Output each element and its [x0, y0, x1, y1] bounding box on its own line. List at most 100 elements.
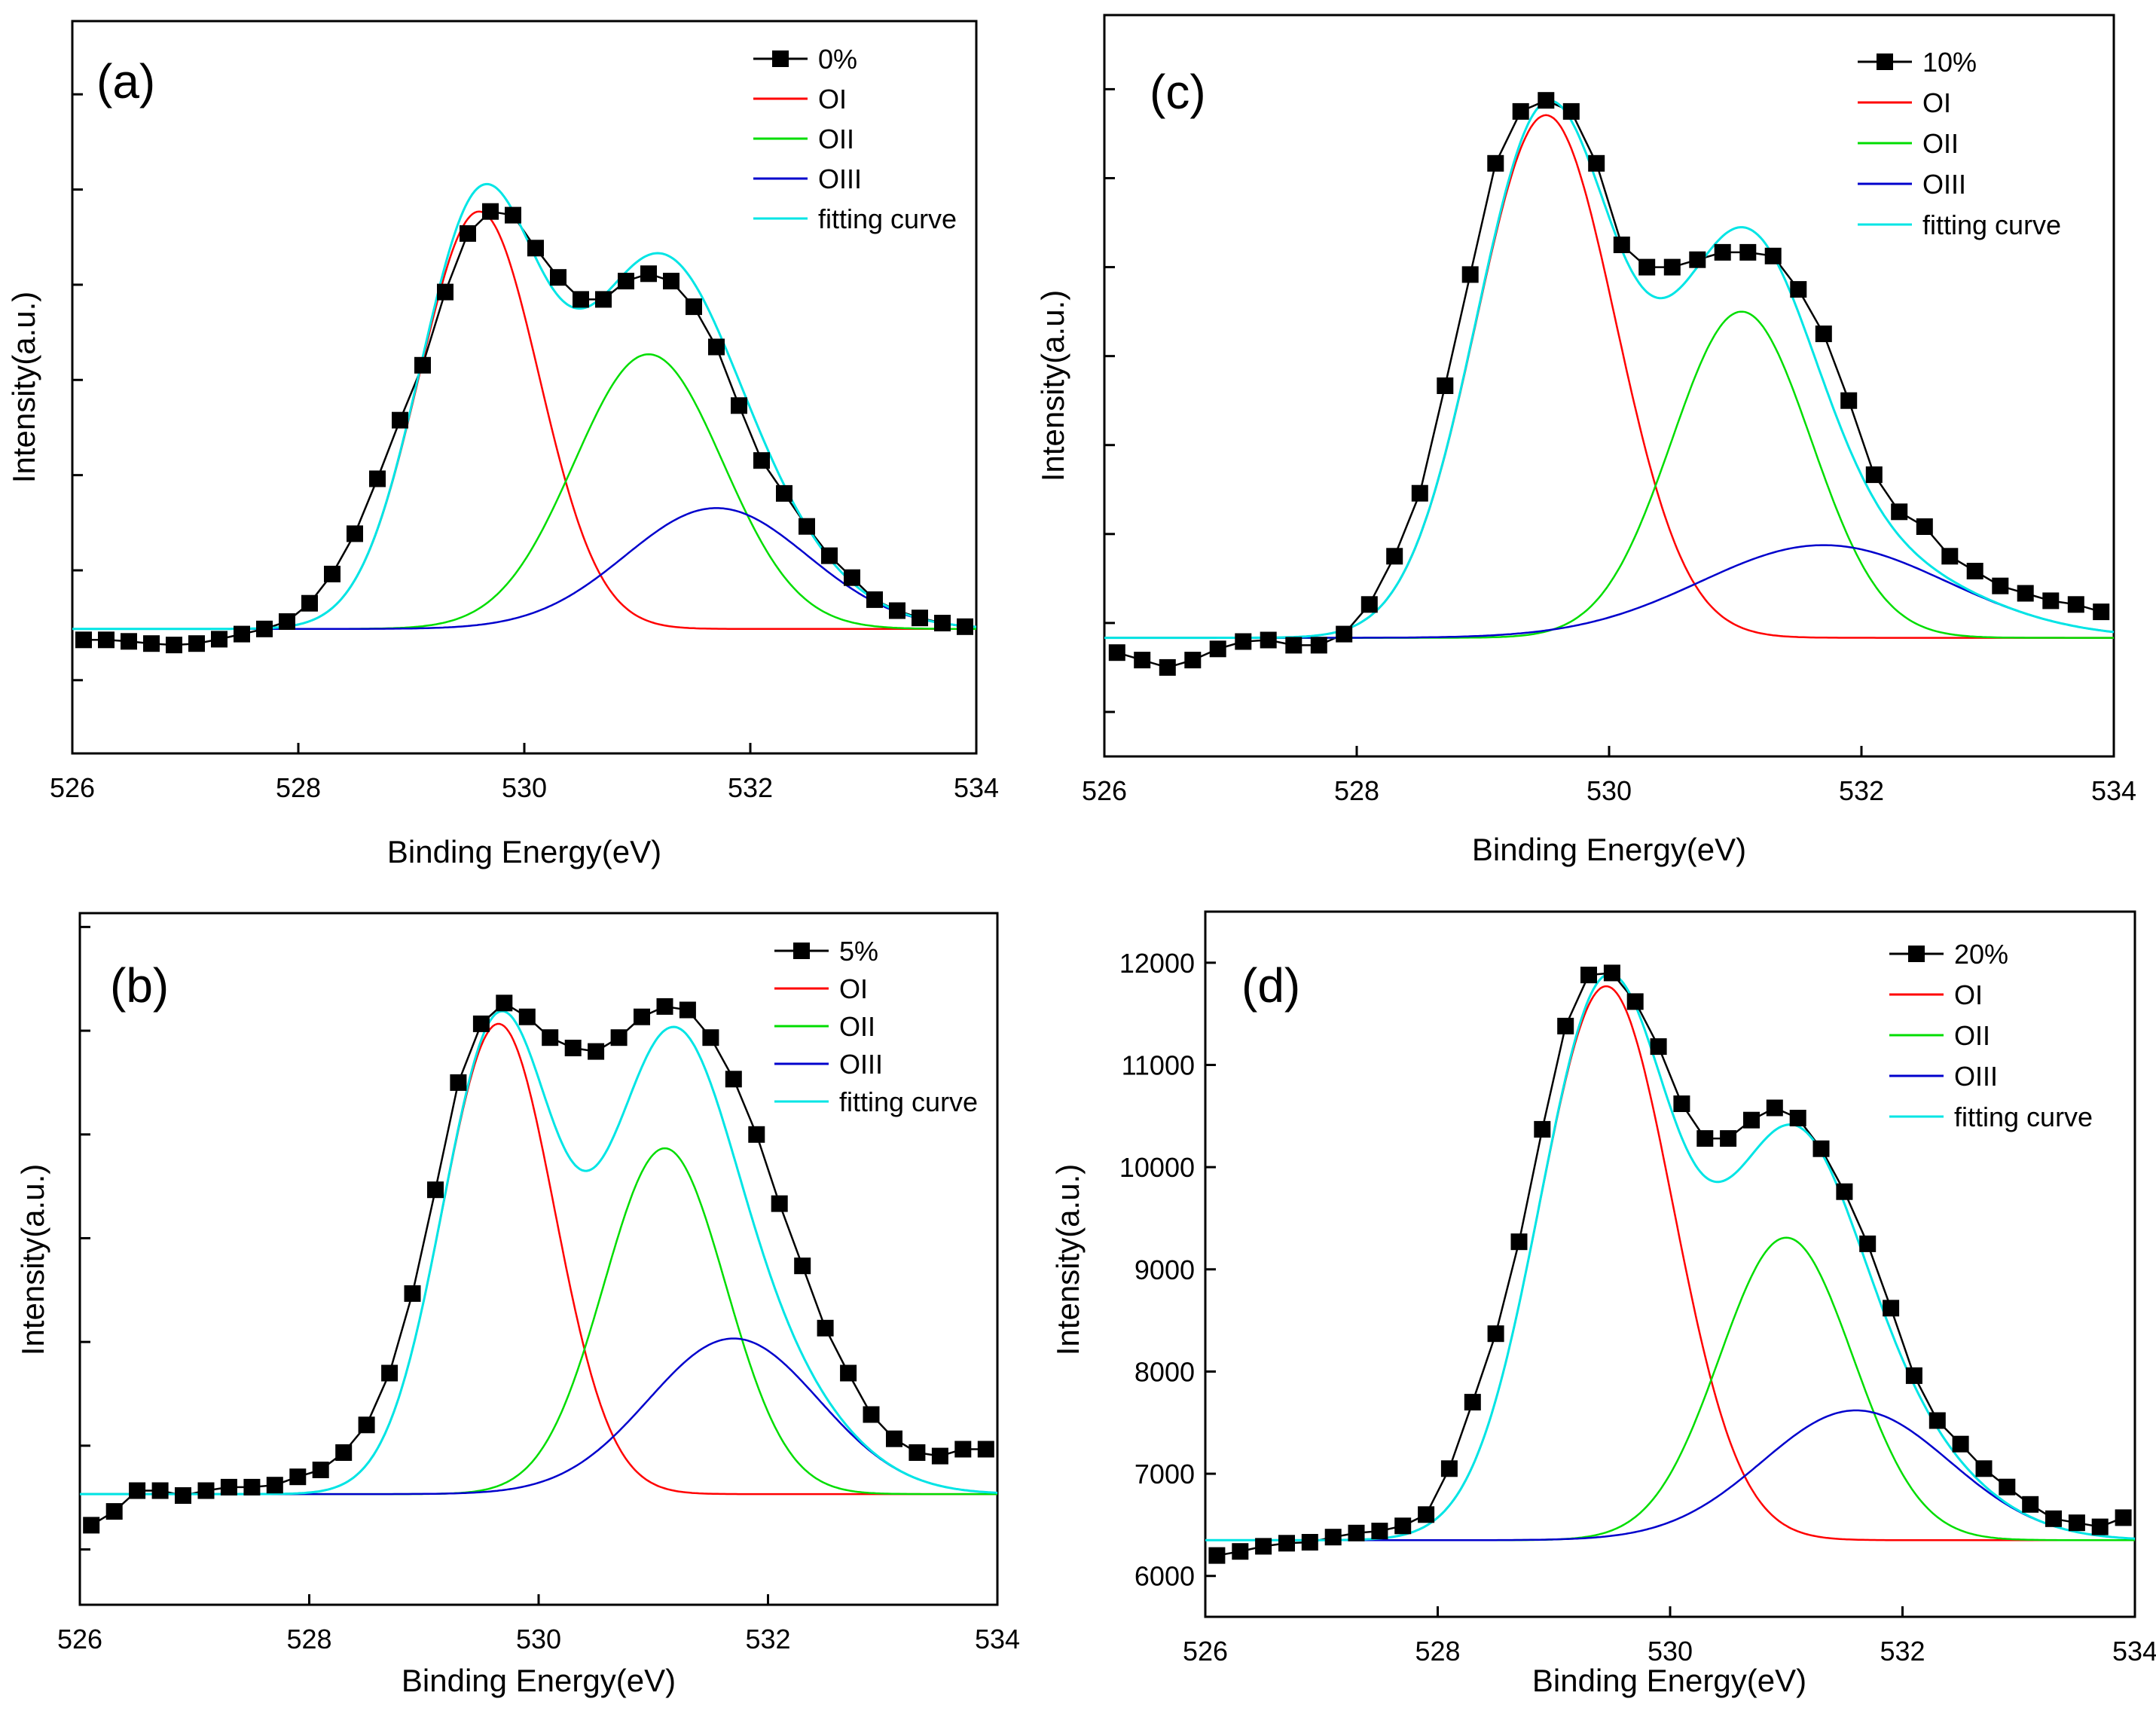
panel-d: 526 528 530 532 534 6000 7000 8000 9000 10000 110…: [1050, 910, 2156, 1698]
legend-label: OIII: [818, 163, 862, 194]
panel-tag: (d): [1241, 958, 1300, 1013]
data-point: [1650, 1038, 1667, 1056]
legend: 5% OI OII OIII fitting curve: [774, 936, 978, 1117]
data-point: [1689, 251, 1706, 268]
data-point: [1348, 1524, 1365, 1541]
data-point: [404, 1285, 421, 1302]
legend-item-fit: fitting curve: [1858, 209, 2061, 240]
data-point: [166, 637, 182, 654]
legend-item-measured: 0%: [753, 44, 857, 75]
legend-label: OI: [1954, 979, 1983, 1010]
data-point: [1663, 258, 1681, 276]
x-tick-label: 526: [1183, 1636, 1228, 1667]
data-point: [931, 1447, 948, 1465]
legend-item-oii: OII: [1889, 1020, 1990, 1051]
y-tick-label: 7000: [1134, 1459, 1195, 1489]
data-point: [129, 1482, 146, 1499]
legend-item-measured: 20%: [1889, 939, 2008, 970]
panel-b: 526 528 530 532 534 (b) Binding Energy(eV) I…: [15, 912, 1020, 1698]
data-point: [1159, 658, 1176, 676]
data-point: [2022, 1496, 2039, 1513]
data-point: [1278, 1535, 1295, 1552]
data-point: [1461, 266, 1479, 283]
data-point: [844, 569, 860, 586]
data-point: [121, 633, 137, 650]
data-point: [610, 1029, 628, 1046]
data-point: [83, 1517, 100, 1534]
data-point: [1603, 964, 1620, 982]
y-tick-label: 8000: [1134, 1356, 1195, 1387]
data-point: [2042, 592, 2060, 610]
data-point: [1336, 625, 1353, 643]
data-point: [2093, 603, 2110, 621]
x-tick-label: 530: [516, 1624, 561, 1654]
data-point: [1386, 548, 1403, 565]
legend-label: OI: [818, 84, 847, 115]
fit-curves: [72, 182, 977, 646]
y-axis-title: Intensity(a.u.): [1035, 290, 1070, 481]
data-point: [324, 565, 341, 582]
data-point: [1235, 633, 1252, 650]
data-point: [1859, 1235, 1877, 1252]
data-point: [1208, 1547, 1226, 1564]
data-point: [1557, 1017, 1574, 1034]
data-point: [1626, 993, 1644, 1010]
data-point: [1975, 1460, 1993, 1477]
data-point: [1324, 1529, 1342, 1546]
data-point: [1815, 325, 1832, 343]
legend-swatch-marker: [772, 50, 789, 67]
data-point: [564, 1040, 582, 1056]
data-point: [1790, 281, 1807, 298]
data-point: [143, 635, 160, 652]
data-point: [450, 1074, 467, 1091]
data-point: [197, 1482, 215, 1499]
legend-swatch-marker: [793, 943, 810, 959]
data-point: [1184, 652, 1202, 669]
legend-label: fitting curve: [1954, 1101, 2093, 1132]
data-point: [472, 1015, 490, 1032]
data-point: [1232, 1543, 1249, 1560]
panel-a: 526 528 530 532 534 (a) Binding Energy(eV) I…: [6, 20, 999, 869]
measured-points: [75, 203, 973, 654]
data-point: [1512, 102, 1529, 120]
data-point: [392, 411, 408, 429]
measured-points: [1208, 964, 2132, 1564]
data-point: [679, 1001, 696, 1019]
data-point: [1538, 92, 1555, 109]
data-point: [2091, 1518, 2109, 1535]
data-point: [821, 547, 838, 564]
x-axis-ticks: 526 528 530 532 534: [1183, 1606, 2156, 1667]
data-point: [817, 1319, 834, 1337]
legend-item-oii: OII: [1858, 128, 1959, 159]
x-tick-label: 528: [1415, 1636, 1460, 1667]
data-point: [234, 625, 250, 643]
data-point: [460, 225, 476, 242]
legend-label: fitting curve: [839, 1086, 978, 1117]
y-axis-title: Intensity(a.u.): [1050, 1164, 1086, 1355]
legend-label: OIII: [1922, 169, 1966, 200]
data-point: [934, 615, 951, 631]
x-tick-label: 530: [502, 772, 547, 803]
data-point: [335, 1444, 353, 1461]
data-point: [496, 995, 513, 1012]
data-point: [279, 613, 295, 630]
data-point: [1418, 1506, 1435, 1523]
x-tick-label: 534: [954, 772, 999, 803]
data-point: [266, 1477, 283, 1494]
data-point: [1411, 484, 1428, 502]
data-point: [358, 1416, 375, 1434]
fit-oiii-curve: [80, 1337, 998, 1496]
data-point: [256, 620, 273, 637]
data-point: [1310, 637, 1327, 654]
legend-item-oiii: OIII: [753, 163, 862, 194]
fitting-curve: [80, 1010, 998, 1496]
data-point: [1714, 243, 1731, 261]
legend-label: fitting curve: [1922, 209, 2061, 240]
data-point: [1464, 1394, 1481, 1411]
x-axis-title: Binding Energy(eV): [1472, 832, 1746, 867]
legend-label: OII: [818, 124, 854, 154]
y-axis-ticks: [1104, 87, 1115, 713]
data-point: [1487, 1325, 1504, 1343]
data-point: [1301, 1534, 1318, 1551]
fit-oii-curve: [72, 353, 976, 631]
